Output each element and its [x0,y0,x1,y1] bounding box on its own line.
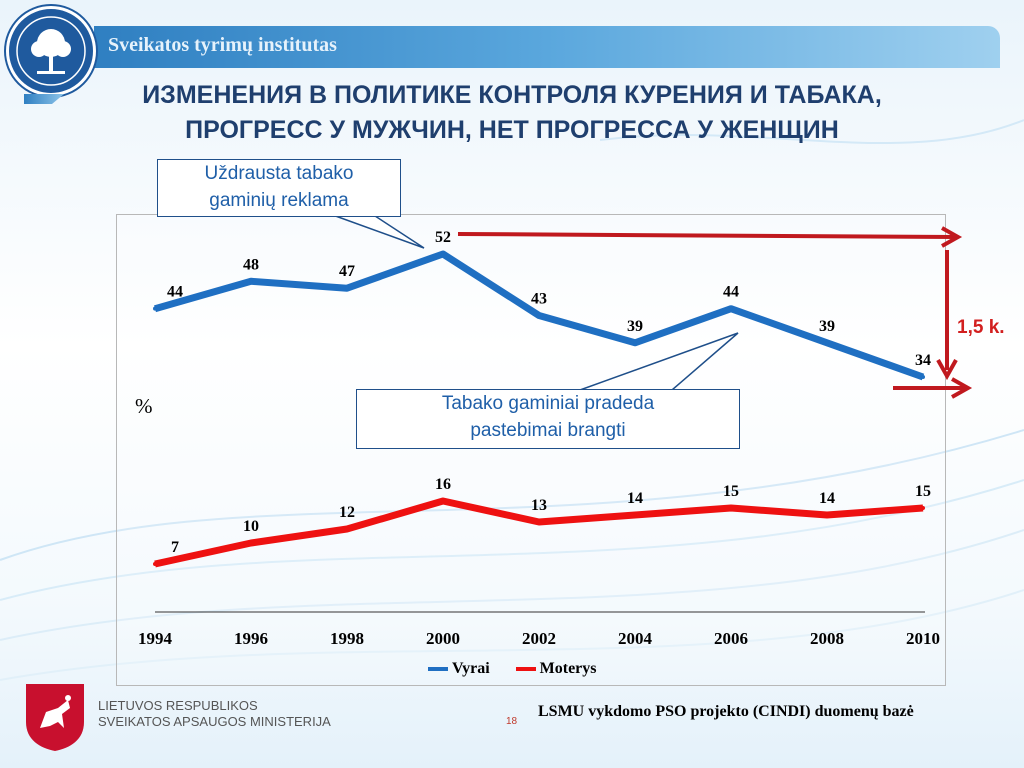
callout-ad-ban-line-1: Uždrausta tabako [204,163,354,184]
title-accent-mark [24,94,64,104]
data-label: 39 [819,318,835,335]
data-point [345,527,349,531]
data-point [249,279,253,284]
data-point [729,306,733,311]
page-number: 18 [506,716,518,727]
data-point [153,562,157,566]
data-label: 43 [531,291,547,308]
x-tick-label: 2006 [714,629,748,648]
difference-label: 1,5 k. [957,317,1005,338]
data-label: 15 [723,483,739,500]
data-label: 12 [339,504,355,521]
legend-label-men: Vyrai [452,660,490,677]
callout-price-pointer [579,332,739,391]
data-source: LSMU vykdomo PSO projekto (CINDI) duomen… [538,703,914,720]
title-line-1: ИЗМЕНЕНИЯ В ПОЛИТИКЕ КОНТРОЛЯ КУРЕНИЯ И … [142,81,882,109]
data-point [537,313,541,318]
data-point [153,306,157,311]
chart-legend: Vyrai Moterys [428,660,619,684]
data-point [633,340,637,345]
institute-name: Sveikatos tyrimų institutas [108,34,337,56]
legend-swatch-men [428,667,448,672]
title-line-2: ПРОГРЕСС У МУЖЧИН, НЕТ ПРОГРЕССА У ЖЕНЩИ… [185,116,839,144]
callout-price-line-1: Tabako gaminiai pradeda [441,393,655,414]
x-tick-label: 2000 [426,629,460,648]
data-point [825,340,829,345]
data-point [441,499,445,503]
x-tick-label: 2004 [618,629,653,648]
slide-title: ИЗМЕНЕНИЯ В ПОЛИТИКЕ КОНТРОЛЯ КУРЕНИЯ И … [40,78,984,148]
callout-ad-ban-line-2: gaminių reklama [209,190,349,211]
callout-price-rise: Tabako gaminiai pradeda pastebimai brang… [356,389,740,449]
x-tick-label: 2002 [522,629,556,648]
data-label: 14 [819,490,835,507]
x-tick-label: 1994 [138,629,173,648]
data-label: 52 [435,229,451,246]
data-point [345,286,349,291]
data-label: 7 [171,539,179,556]
ministry-line-2: SVEIKATOS APSAUGOS MINISTERIJA [98,714,331,729]
data-point [921,375,925,379]
callout-price-line-2: pastebimai brangti [470,420,626,441]
x-tick-label: 2010 [906,629,940,648]
x-tick-label: 1996 [234,629,268,648]
data-point [249,541,253,545]
x-tick-label: 1998 [330,629,364,648]
tree-icon [16,16,86,86]
difference-arrows [457,226,973,399]
ministry-name: LIETUVOS RESPUBLIKOS SVEIKATOS APSAUGOS … [98,698,331,730]
data-point [921,506,925,510]
data-point [537,520,541,524]
data-label: 47 [339,263,355,280]
x-tick-label: 2008 [810,629,844,648]
data-point [825,513,829,517]
legend-swatch-women [515,667,536,672]
data-label: 44 [723,284,739,301]
data-label: 48 [243,256,259,273]
data-label: 44 [167,284,183,301]
legend-item-women: Moterys [515,660,597,678]
legend-item-men: Vyrai [428,660,490,678]
unit-label: % [135,394,153,418]
data-point [441,252,445,256]
callout-ad-ban: Uždrausta tabako gaminių reklama [157,159,401,217]
data-label: 14 [627,490,643,507]
data-label: 34 [915,352,931,369]
ministry-line-1: LIETUVOS RESPUBLIKOS [98,698,258,713]
callout-ad-ban-pointer [329,213,425,249]
data-point [729,506,733,510]
header-bar: Sveikatos tyrimų institutas [94,26,1000,68]
legend-label-women: Moterys [539,660,597,677]
data-label: 13 [531,497,547,514]
data-label: 10 [243,518,259,535]
data-label: 16 [435,476,451,493]
ministry-block: LIETUVOS RESPUBLIKOS SVEIKATOS APSAUGOS … [24,682,384,751]
data-label: 39 [627,318,643,335]
data-point [633,513,637,517]
chart-frame [116,214,946,686]
coat-of-arms-icon [26,684,84,751]
data-label: 15 [915,483,931,500]
